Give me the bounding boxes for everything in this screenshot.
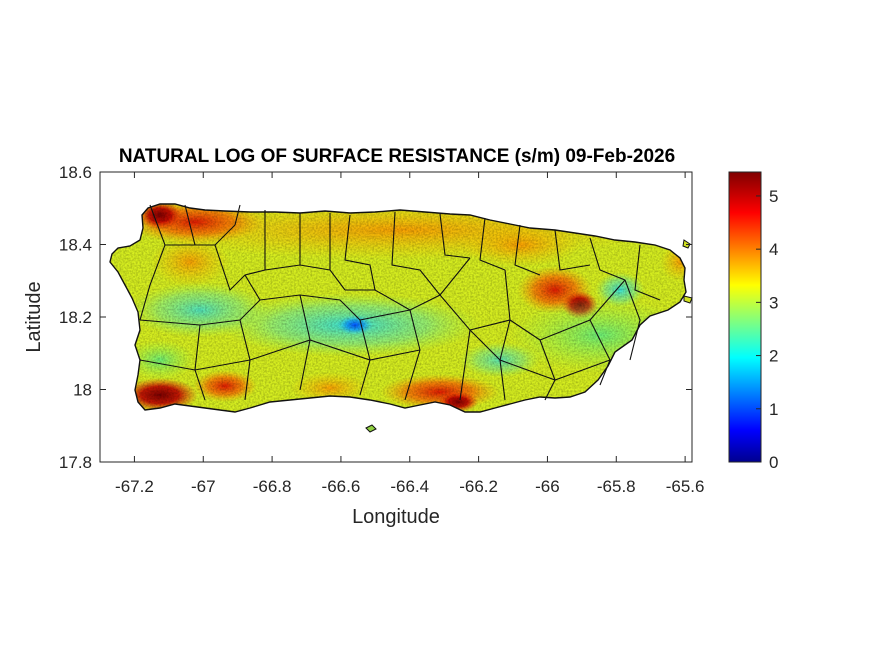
y-tick-label: 18 [73, 381, 92, 400]
boundary-line [514, 224, 541, 276]
boundary-line [589, 237, 626, 281]
y-tick-label: 18.2 [59, 308, 92, 327]
boundary-line [139, 339, 421, 371]
x-tick-label: -67.2 [115, 477, 154, 496]
colorbar-tick-label: 4 [769, 240, 778, 259]
boundary-line [439, 213, 471, 259]
x-tick-label: -66.2 [459, 477, 498, 496]
colorbar-tick-label: 3 [769, 293, 778, 312]
boundary-line [214, 244, 266, 292]
boundary-line [329, 213, 346, 291]
boundary-line [359, 257, 471, 321]
colorbar-ticks: 5 4 3 2 1 0 [756, 187, 778, 472]
x-tick-label: -67 [191, 477, 216, 496]
east-islet [683, 295, 693, 304]
y-axis-ticks: 18.6 18.4 18.2 18 17.8 [59, 163, 692, 472]
x-tick-label: -66.8 [253, 477, 292, 496]
colorbar-tick-label: 2 [769, 347, 778, 366]
boundary-line [504, 269, 511, 321]
colorbar-tick-label: 1 [769, 400, 778, 419]
boundary-line [184, 204, 196, 246]
y-tick-label: 18.6 [59, 163, 92, 182]
boundary-line [391, 211, 421, 271]
boundary-line [479, 217, 506, 271]
y-tick-label: 18.4 [59, 236, 92, 255]
x-axis-label: Longitude [352, 506, 440, 528]
x-tick-label: -65.8 [597, 477, 636, 496]
x-axis-ticks: -67.2 -67 -66.8 -66.6 -66.4 -66.2 -66 -65.8 -65.… [115, 172, 704, 496]
y-axis-label: Latitude [23, 281, 45, 352]
boundary-line [345, 289, 411, 311]
boundary-line [469, 329, 611, 381]
island-coastline [109, 203, 687, 413]
boundary-line [344, 214, 376, 291]
island-field [110, 204, 686, 412]
boundary-line [419, 269, 441, 296]
y-tick-label: 17.8 [59, 453, 92, 472]
colorbar-tick-label: 5 [769, 187, 778, 206]
boundary-line [634, 244, 661, 301]
colorbar-tick-label: 0 [769, 453, 778, 472]
chart-title: NATURAL LOG OF SURFACE RESISTANCE (s/m) … [119, 146, 675, 167]
boundary-line [259, 294, 361, 321]
boundary-line [139, 204, 166, 321]
boundary-line [165, 204, 241, 246]
caja-de-muerto-islet [365, 424, 377, 433]
boundary-line [264, 210, 331, 271]
x-tick-label: -66.4 [390, 477, 429, 496]
boundary-line [554, 229, 591, 271]
x-tick-label: -65.6 [666, 477, 705, 496]
x-tick-label: -66 [535, 477, 560, 496]
boundary-line [624, 279, 641, 361]
colorbar [728, 171, 762, 463]
municipality-boundaries [139, 204, 661, 401]
x-tick-label: -66.6 [322, 477, 361, 496]
